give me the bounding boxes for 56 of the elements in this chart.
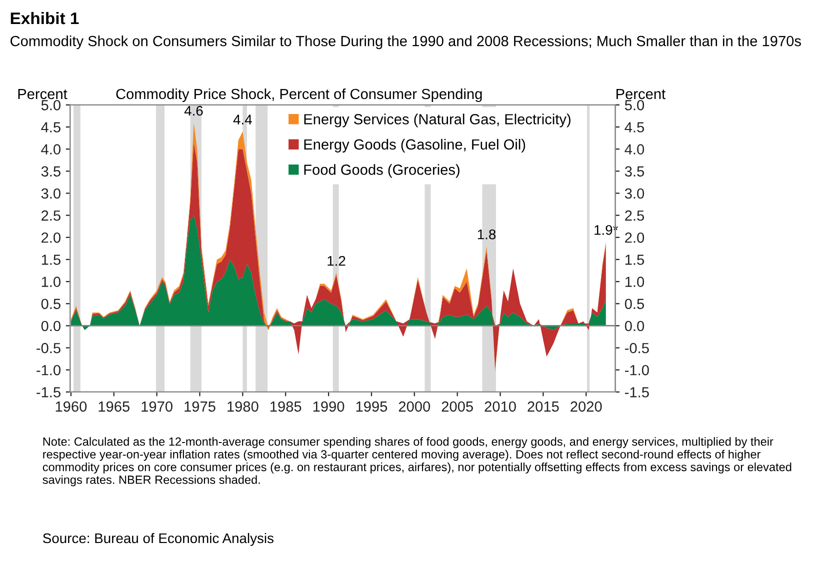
y-tick-label: 2.0 (42, 232, 60, 243)
x-tick-label: 1975 (184, 401, 216, 412)
annotation: 4.6 (184, 106, 203, 116)
y-tick-label: 0.0 (41, 320, 60, 332)
y2-tick-label: 2.5 (625, 210, 644, 221)
legend-label: Energy Goods (Gasoline, Fuel Oil) (304, 138, 526, 153)
y-tick-label: 1.5 (42, 254, 60, 265)
y-tick-label: 3.0 (41, 188, 60, 199)
legend-label: Food Goods (Groceries) (304, 164, 460, 178)
annotation: 4.4 (233, 114, 252, 124)
x-tick-label: 1990 (313, 401, 344, 412)
y2-tick-label: 2.0 (625, 232, 644, 243)
x-tick-label: 2005 (442, 401, 473, 412)
y2-tick-label: 4.0 (624, 144, 644, 154)
y2-tick-label: -1.0 (625, 365, 649, 376)
x-tick-label: 2000 (398, 401, 430, 412)
y2-tick-label: 3.0 (624, 188, 644, 199)
legend-label: Energy Services (Natural Gas, Electricity) (304, 114, 570, 128)
text: Note: Calculated as the 12-month-average consumer spending shares of food goods, energy goods, and energy services, multiplied by their respective year-on-year inflation rates (smoothed via 3-quarter centered moving average). Does not reflect second-round effects of higher commodity prices on core consumer prices (e.g. on restaurant prices, airfares), nor potentially offsetting effects from excess savings or elevated savings rates. NBER Recessions shaded. (42, 437, 792, 486)
y-tick-label: 4.0 (41, 144, 60, 154)
y2-tick-label: 3.5 (624, 166, 644, 177)
y2-tick-label: -0.5 (625, 342, 649, 354)
y-tick-label: -1.0 (36, 365, 60, 376)
y2-tick-label: 1.5 (625, 254, 644, 265)
annotation: 1.2 (328, 256, 346, 266)
y-tick-label: 0.5 (41, 298, 60, 310)
x-tick-label: 1985 (270, 401, 302, 412)
y-axis-title: Percent (18, 88, 68, 100)
x-tick-label: 1980 (228, 401, 258, 412)
y-tick-label: -0.5 (36, 342, 60, 354)
annotation: 1.8 (478, 229, 496, 240)
x-tick-label: 2015 (528, 401, 559, 412)
y2-tick-label: 1.0 (625, 276, 644, 287)
y-tick-label: 1.0 (42, 276, 60, 287)
x-tick-label: 2010 (484, 401, 516, 412)
x-tick-label: 2020 (570, 401, 602, 412)
y2-tick-label: 5.0 (624, 100, 644, 110)
y-tick-label: 4.5 (41, 122, 60, 132)
source-note: Source: Bureau of Economic Analysis (43, 532, 274, 546)
x-tick-label: 1965 (98, 401, 130, 412)
annotation: 1.9* (594, 225, 618, 235)
chart-subtitle: Commodity Shock on Consumers Similar to Those During the 1990 and 2008 Recessions; Much Smaller than in the 1970s (10, 36, 801, 50)
y2-axis-title: Percent (616, 88, 666, 100)
y2-tick-label: 0.0 (624, 320, 644, 332)
text: Commodity Price Shock, Percent of Consumer Spending (116, 88, 482, 102)
y2-tick-label: -1.5 (625, 387, 649, 398)
y-tick-label: 3.5 (41, 166, 60, 177)
y-tick-label: 2.5 (42, 210, 60, 221)
x-tick-label: 1970 (142, 401, 172, 412)
x-tick-label: 1995 (356, 401, 388, 412)
y2-tick-label: 0.5 (624, 298, 644, 310)
chart-title: Exhibit 1 (10, 12, 79, 24)
x-tick-label: 1960 (56, 401, 87, 412)
y-tick-label: -1.5 (36, 387, 60, 398)
y2-tick-label: 4.5 (624, 122, 644, 132)
y-tick-label: 5.0 (41, 100, 60, 110)
